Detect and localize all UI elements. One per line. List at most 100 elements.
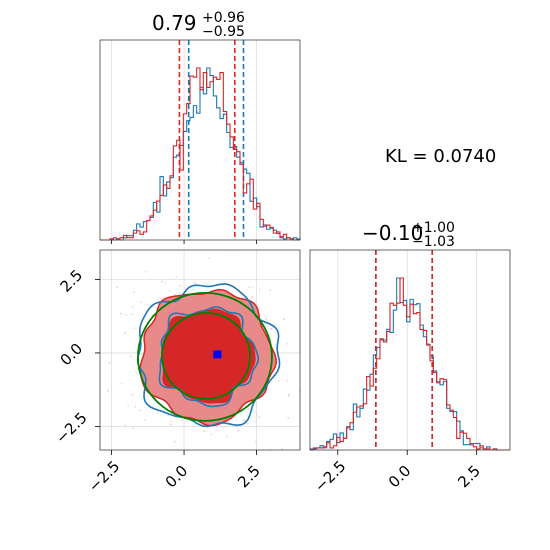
scatter-point — [174, 440, 176, 443]
truth-marker-blue — [213, 350, 222, 359]
scatter-point — [131, 394, 134, 396]
scatter-point — [106, 390, 109, 392]
scatter-point — [271, 328, 273, 330]
scatter-point — [287, 417, 290, 419]
marginal-x-frame — [99, 39, 301, 241]
scatter-point — [134, 405, 137, 408]
scatter-point — [283, 318, 285, 320]
x-tick-label: −2.5 — [85, 457, 123, 495]
scatter-point — [145, 271, 147, 273]
scatter-point — [141, 327, 144, 329]
marginal-y-panel: −2.5 0.0 2.5 — [309, 249, 511, 496]
scatter-point — [207, 257, 210, 259]
scatter-point — [251, 296, 254, 298]
scatter-point — [265, 391, 267, 393]
scatter-point — [231, 255, 233, 257]
scatter-point — [287, 394, 290, 397]
histogram-series-2 — [310, 277, 510, 451]
scatter-point — [194, 282, 196, 284]
scatter-point — [242, 419, 245, 421]
ellipse-inner — [161, 311, 251, 400]
scatter-point — [164, 282, 166, 284]
scatter-point — [156, 412, 159, 415]
marginal-y-title: −0.10 — [362, 221, 423, 245]
scatter-point — [265, 318, 267, 320]
marginal-y-frame — [309, 249, 511, 451]
scatter-point — [180, 419, 183, 422]
x-tick-label: −2.5 — [311, 457, 349, 495]
scatter-point — [277, 380, 280, 382]
scatter-point — [174, 294, 177, 296]
kl-divergence-label: KL = 0.0740 — [385, 146, 497, 167]
scatter-point — [120, 382, 123, 385]
scatter-point — [140, 301, 142, 303]
scatter-point — [179, 292, 181, 295]
marginal-y-title-plus: +1.00 — [412, 220, 455, 236]
x-tick-label: 2.5 — [454, 462, 484, 492]
y-tick-label: 2.5 — [57, 266, 87, 296]
scatter-point — [133, 327, 135, 329]
scatter-point — [179, 285, 182, 287]
scatter-point — [132, 306, 134, 308]
scatter-point — [218, 287, 220, 290]
marginal-x-title-plus: +0.96 — [202, 10, 245, 26]
scatter-point — [255, 441, 257, 444]
marginal-x-title: 0.79 — [152, 11, 197, 35]
scatter-point — [203, 430, 205, 432]
marginal-x-panel — [99, 39, 301, 244]
x-tick-label: 0.0 — [385, 462, 415, 492]
scatter-point — [170, 423, 172, 426]
histogram-series-1 — [100, 67, 301, 241]
scatter-point — [123, 424, 126, 427]
scatter-point — [132, 427, 134, 430]
scatter-point — [236, 425, 238, 428]
scatter-point — [286, 343, 288, 345]
scatter-point — [286, 379, 289, 382]
y-tick-label: −2.5 — [52, 409, 90, 447]
scatter-point — [251, 410, 254, 412]
scatter-point — [258, 288, 261, 291]
scatter-point — [170, 420, 173, 423]
panel-titles: 0.79 +0.96−0.95 −0.10+1.00−1.03 — [152, 10, 455, 250]
scatter-point — [237, 429, 239, 432]
scatter-point — [243, 420, 246, 423]
truth-marker-red — [205, 350, 215, 359]
scatter-point — [288, 393, 290, 396]
scatter-point — [230, 418, 232, 420]
scatter-point — [131, 313, 133, 315]
scatter-point — [130, 355, 132, 358]
scatter-point — [144, 419, 146, 421]
scatter-point — [168, 289, 171, 292]
scatter-point — [251, 286, 254, 288]
joint-frame — [99, 249, 301, 451]
marginal-y-title-minus: −1.03 — [412, 234, 455, 250]
scatter-point — [248, 286, 250, 289]
x-tick-label: 2.5 — [234, 462, 264, 492]
scatter-point — [120, 313, 122, 315]
scatter-point — [139, 409, 142, 411]
ellipse-outer — [137, 291, 273, 422]
scatter-point — [133, 291, 136, 294]
scatter-point — [226, 435, 228, 438]
scatter-point — [269, 289, 272, 292]
joint-panel: −2.5 0.0 2.5 2.5 0.0 −2.5 — [52, 249, 302, 496]
scatter-point — [152, 305, 154, 308]
y-tick-label: 0.0 — [57, 340, 87, 370]
scatter-point — [161, 280, 163, 283]
scatter-point — [124, 332, 126, 334]
marginal-x-title-minus: −0.95 — [202, 24, 245, 40]
scatter-point — [210, 433, 213, 436]
scatter-point — [136, 372, 138, 374]
scatter-point — [246, 423, 249, 425]
scatter-point — [127, 404, 129, 407]
scatter-point — [281, 448, 283, 450]
scatter-point — [258, 416, 261, 418]
scatter-point — [247, 408, 250, 410]
scatter-point — [116, 286, 119, 289]
histogram-series-2 — [100, 67, 300, 241]
scatter-point — [175, 276, 178, 278]
scatter-point — [125, 314, 127, 317]
truth-marker-red — [220, 357, 228, 365]
x-tick-label: 0.0 — [162, 462, 192, 492]
